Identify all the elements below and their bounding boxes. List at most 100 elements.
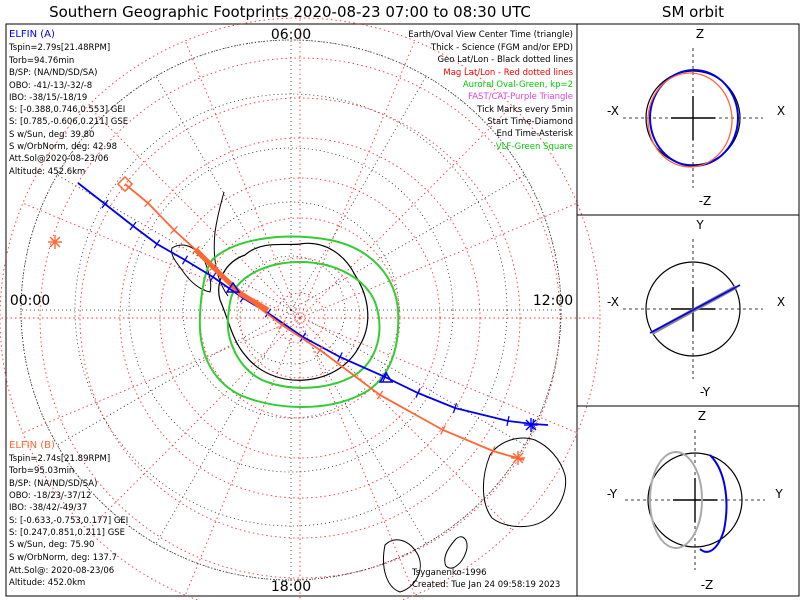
- track-tick: [129, 221, 137, 231]
- elfin-a-line: Tspin=2.79s[21.48RPM]: [8, 43, 110, 53]
- elfin-a-line: S: [-0.388,0.746,0.553] GEI: [9, 105, 125, 115]
- mag-lon-line: [22, 202, 301, 319]
- track-tick: [209, 272, 217, 282]
- geo-lat-circle: [236, 255, 346, 365]
- orbit-panel-2-labels: Y -Y -X X: [607, 218, 785, 399]
- mag-lon-line: [299, 105, 513, 319]
- mag-lat-circle: [0, 17, 601, 600]
- elfin-a-name: ELFIN (A): [9, 29, 55, 40]
- model-label: Tsyganenko-1996: [411, 568, 487, 578]
- end-asterisk: [49, 236, 61, 248]
- track-tick: [153, 239, 161, 249]
- elfin-a-line: Torb=94.76min: [8, 56, 74, 66]
- legend: Earth/Oval View Center Time (triangle) T…: [408, 30, 573, 152]
- orbit-elfin-a: [649, 69, 739, 167]
- elfin-b-info: ELFIN (B) Tspin=2.74s[21.89RPM] Torb=95.…: [8, 440, 128, 588]
- track-tick: [506, 415, 510, 427]
- track-tick: [278, 320, 286, 330]
- orbit-axis-bottom: -Z: [701, 578, 714, 592]
- track-tick: [337, 352, 343, 362]
- mag-lat-circle: [79, 97, 521, 539]
- start-diamond: [116, 175, 134, 193]
- elfin-a-line: OBO: -41/-13/-32/-8: [9, 81, 92, 91]
- orbit-elfin-a: [649, 284, 741, 334]
- track-tick: [170, 225, 178, 235]
- elfin-b-line: S w/Sun, deg: 75.90: [9, 540, 94, 550]
- clock-label-top: 06:00: [271, 27, 311, 43]
- geo-lon-line: [290, 309, 427, 545]
- mag-lon-line: [87, 317, 301, 531]
- mag-lat-circle: [274, 292, 326, 344]
- orbit-plots: [623, 48, 765, 570]
- legend-entry: Thick - Science (FGM and/or EPD): [430, 43, 573, 53]
- clock-label-right: 12:00: [533, 293, 573, 309]
- geo-lon-line: [290, 75, 427, 311]
- track-tick: [376, 390, 384, 400]
- map-boundary: [20, 39, 562, 581]
- track-tick: [490, 446, 496, 456]
- orbit-frame: [576, 23, 800, 597]
- south-america: [171, 244, 212, 293]
- mag-lon-line: [299, 202, 578, 319]
- mag-lon-line: [299, 40, 416, 319]
- chart-title: Southern Geographic Footprints 2020-08-2…: [49, 3, 531, 21]
- orbit-elfin-b: [649, 451, 703, 549]
- geo-lon-line: [56, 309, 292, 446]
- elfin-b-line: B/SP: (NA/ND/SD/SA): [9, 479, 97, 489]
- geo-lon-line: [155, 75, 292, 311]
- antarctica-outline: [218, 242, 369, 381]
- legend-entry: Geo Lat/Lon - Black dotted lines: [437, 55, 573, 65]
- orbit-axis-left: -X: [607, 104, 619, 118]
- elfin-b-line: Att.Sol@: 2020-08-23/06: [9, 566, 114, 576]
- auroral-oval-inner: [226, 260, 381, 389]
- orbit-axis-right: X: [777, 295, 785, 309]
- geo-lat-circle: [128, 147, 454, 473]
- elfin-b-name: ELFIN (B): [9, 440, 55, 451]
- legend-entry: Start Time-Diamond: [487, 117, 573, 127]
- orbit-axis-bottom: -Y: [700, 385, 711, 399]
- legend-entry: VLF-Green Square: [496, 142, 573, 152]
- elfin-b-science-segment: [194, 248, 270, 313]
- track-tick: [101, 199, 109, 209]
- elfin-a-line: IBO: -38/15/-18/19: [9, 93, 87, 103]
- track-tick: [316, 345, 324, 355]
- orbit-axis-right: Y: [774, 487, 783, 501]
- mag-lon-line: [184, 40, 301, 319]
- track-tick: [144, 198, 152, 208]
- polar-plot: [0, 17, 601, 600]
- orbit-panel-3-labels: Z -Z -Y Y: [607, 409, 783, 592]
- end-asterisk: [525, 419, 537, 431]
- elfin-b-line: S: [0.247,0.851,0.211] GSE: [9, 528, 125, 538]
- track-tick: [264, 308, 272, 318]
- created-label: Created: Tue Jan 24 09:58:19 2023: [412, 580, 560, 590]
- orbit-elfin-a: [699, 454, 728, 553]
- orbit-title: SM orbit: [662, 3, 724, 21]
- view-center-triangle: [225, 281, 241, 293]
- elfin-a-line: B/SP: (NA/ND/SD/SA): [9, 68, 97, 78]
- legend-entry: FAST/CAT-Purple Triangle: [468, 92, 573, 102]
- track-tick: [415, 388, 421, 398]
- orbit-axis-top: Y: [695, 218, 704, 232]
- track-tick: [181, 255, 189, 265]
- mag-lat-circle: [39, 57, 561, 579]
- legend-entry: Earth/Oval View Center Time (triangle): [408, 30, 573, 40]
- elfin-b-line: OBO: -18/23/-37/12: [9, 491, 91, 501]
- track-tick: [440, 425, 446, 435]
- elfin-b-line: Tspin=2.74s[21.89RPM]: [8, 454, 110, 464]
- elfin-a-info: ELFIN (A) Tspin=2.79s[21.48RPM] Torb=94.…: [8, 29, 128, 177]
- elfin-a-line: S: [0.785,-0.606,0.211] GSE: [9, 117, 128, 127]
- geo-lon-line: [290, 174, 526, 311]
- legend-entry: Tick Marks every 5min: [476, 105, 573, 115]
- orbit-axis-left: -Y: [607, 487, 618, 501]
- geo-lon-line: [155, 309, 292, 545]
- end-asterisk: [512, 452, 524, 464]
- orbit-axis-top: Z: [698, 409, 706, 423]
- mag-lon-line: [184, 317, 301, 596]
- elfin-b-line: Torb=95.03min: [8, 466, 74, 476]
- track-tick: [299, 332, 307, 342]
- legend-entry: Auroral Oval-Green, kp=2: [463, 80, 573, 90]
- mag-lon-line: [87, 105, 301, 319]
- orbit-panel-1-labels: Z -Z -X X: [607, 27, 785, 208]
- track-tick: [452, 403, 458, 413]
- orbit-axis-top: Z: [696, 27, 704, 41]
